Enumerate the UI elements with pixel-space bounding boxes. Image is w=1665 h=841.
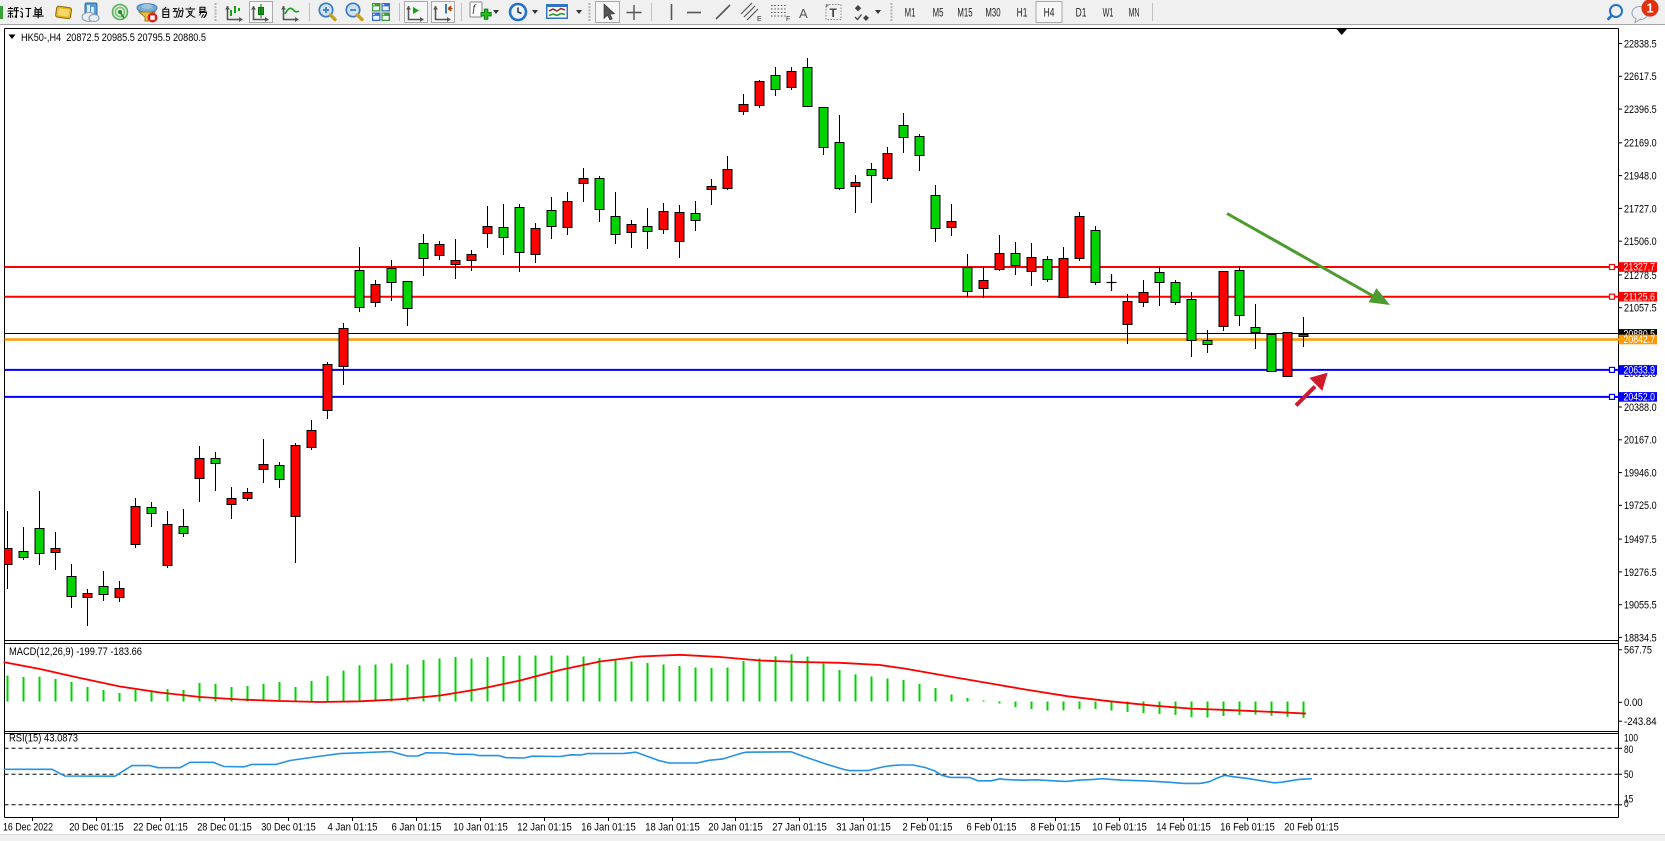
svg-text:W1: W1 (1103, 8, 1114, 20)
svg-text:M30: M30 (985, 8, 1000, 20)
svg-text:10 Jan 01:15: 10 Jan 01:15 (453, 822, 508, 834)
svg-text:2 Feb 01:15: 2 Feb 01:15 (903, 822, 953, 834)
svg-text:H4: H4 (1044, 8, 1055, 20)
svg-text:6 Feb 01:15: 6 Feb 01:15 (967, 822, 1017, 834)
svg-text:31 Jan 01:15: 31 Jan 01:15 (836, 822, 891, 834)
svg-text:20842.7: 20842.7 (1624, 334, 1656, 346)
svg-text:19276.5: 19276.5 (1624, 567, 1657, 579)
svg-text:14 Feb 01:15: 14 Feb 01:15 (1156, 822, 1211, 834)
svg-text:50: 50 (1624, 769, 1633, 781)
svg-text:20167.0: 20167.0 (1624, 435, 1657, 447)
svg-text:D1: D1 (1076, 8, 1087, 20)
svg-text:-243.84: -243.84 (1624, 716, 1657, 728)
svg-text:20452.0: 20452.0 (1624, 392, 1656, 404)
svg-text:19725.0: 19725.0 (1624, 500, 1657, 512)
svg-text:20 Feb 01:15: 20 Feb 01:15 (1284, 822, 1339, 834)
svg-text:M1: M1 (905, 8, 916, 20)
svg-text:20 Jan 01:15: 20 Jan 01:15 (708, 822, 763, 834)
svg-text:21125.6: 21125.6 (1624, 291, 1656, 303)
svg-text:20388.0: 20388.0 (1624, 402, 1657, 414)
svg-text:15: 15 (1624, 794, 1633, 806)
svg-text:A: A (799, 6, 808, 21)
svg-text:21727.0: 21727.0 (1624, 203, 1657, 215)
svg-text:6 Jan 01:15: 6 Jan 01:15 (392, 822, 442, 834)
svg-text:80: 80 (1624, 744, 1633, 756)
svg-text:f: f (473, 4, 477, 15)
svg-text:16 Feb 01:15: 16 Feb 01:15 (1220, 822, 1275, 834)
svg-text:16 Jan 01:15: 16 Jan 01:15 (581, 822, 636, 834)
svg-text:22617.5: 22617.5 (1624, 71, 1657, 83)
svg-text:F: F (786, 16, 790, 23)
svg-text:T: T (830, 6, 838, 20)
svg-text:22838.5: 22838.5 (1624, 38, 1657, 50)
svg-text:8 Feb 01:15: 8 Feb 01:15 (1031, 822, 1081, 834)
svg-text:18 Jan 01:15: 18 Jan 01:15 (645, 822, 700, 834)
svg-text:MACD(12,26,9) -199.77 -183.66: MACD(12,26,9) -199.77 -183.66 (9, 646, 142, 658)
svg-text:19055.5: 19055.5 (1624, 600, 1657, 612)
svg-text:21506.0: 21506.0 (1624, 236, 1657, 248)
svg-text:30 Dec 01:15: 30 Dec 01:15 (261, 822, 316, 834)
svg-text:27 Jan 01:15: 27 Jan 01:15 (772, 822, 827, 834)
svg-text:100: 100 (1624, 733, 1638, 745)
svg-text:22396.5: 22396.5 (1624, 104, 1657, 116)
svg-text:19497.5: 19497.5 (1624, 534, 1657, 546)
svg-text:MN: MN (1129, 8, 1140, 20)
svg-text:567.75: 567.75 (1624, 645, 1652, 657)
svg-text:20633.9: 20633.9 (1624, 365, 1656, 377)
svg-text:20 Dec 01:15: 20 Dec 01:15 (69, 822, 124, 834)
svg-text:21057.5: 21057.5 (1624, 303, 1657, 315)
svg-text:0: 0 (1624, 798, 1629, 810)
svg-text:1: 1 (1646, 1, 1653, 16)
svg-text:19946.0: 19946.0 (1624, 468, 1657, 480)
svg-text:M15: M15 (957, 8, 972, 20)
svg-text:12 Jan 01:15: 12 Jan 01:15 (517, 822, 572, 834)
svg-text:21948.0: 21948.0 (1624, 171, 1657, 183)
svg-text:18834.5: 18834.5 (1624, 632, 1657, 644)
svg-text:28 Dec 01:15: 28 Dec 01:15 (197, 822, 252, 834)
svg-text:RSI(15) 43.0873: RSI(15) 43.0873 (9, 733, 78, 745)
svg-text:M5: M5 (933, 8, 944, 20)
svg-text:4 Jan 01:15: 4 Jan 01:15 (328, 822, 378, 834)
svg-text:22 Dec 01:15: 22 Dec 01:15 (133, 822, 188, 834)
svg-text:E: E (757, 16, 762, 23)
svg-text:21327.7: 21327.7 (1624, 262, 1656, 274)
svg-text:0.00: 0.00 (1624, 697, 1643, 709)
svg-text:HK50-,H4 20872.5 20985.5 2079: HK50-,H4 20872.5 20985.5 20795.5 20880.5 (21, 32, 206, 44)
svg-text:21278.5: 21278.5 (1624, 270, 1657, 282)
svg-text:H1: H1 (1017, 8, 1028, 20)
svg-text:16 Dec 2022: 16 Dec 2022 (3, 822, 53, 834)
svg-text:22169.0: 22169.0 (1624, 138, 1657, 150)
svg-text:10 Feb 01:15: 10 Feb 01:15 (1092, 822, 1147, 834)
